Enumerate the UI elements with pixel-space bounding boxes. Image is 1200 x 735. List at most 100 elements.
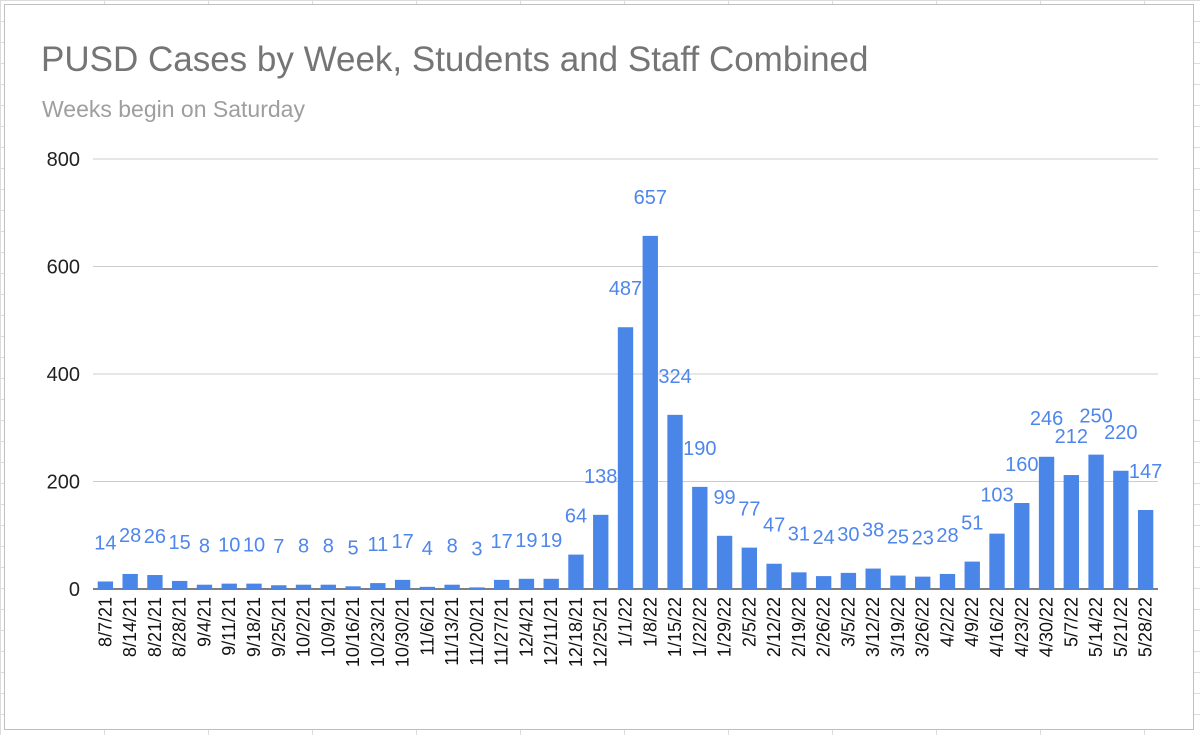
bar bbox=[989, 533, 1005, 589]
x-tick-label: 9/4/21 bbox=[194, 597, 214, 647]
bar bbox=[1038, 456, 1055, 589]
data-label: 23 bbox=[912, 528, 934, 550]
x-tick-label: 5/28/22 bbox=[1136, 597, 1156, 657]
x-tick-label: 8/7/21 bbox=[95, 597, 115, 647]
bar bbox=[593, 514, 609, 589]
bar bbox=[865, 568, 881, 589]
x-tick-label: 12/4/21 bbox=[516, 597, 536, 657]
data-label: 8 bbox=[199, 536, 210, 558]
x-tick-label: 10/23/21 bbox=[368, 597, 388, 667]
y-tick-label: 800 bbox=[47, 149, 80, 171]
x-tick-label: 10/16/21 bbox=[343, 597, 363, 667]
bar bbox=[221, 583, 237, 589]
data-label: 38 bbox=[862, 520, 884, 542]
data-label: 657 bbox=[634, 187, 667, 209]
data-label: 28 bbox=[119, 525, 141, 547]
data-label: 15 bbox=[169, 532, 191, 554]
x-tick-label: 1/1/22 bbox=[616, 597, 636, 647]
x-tick-label: 11/13/21 bbox=[442, 597, 462, 666]
data-label: 246 bbox=[1030, 408, 1063, 430]
bars bbox=[97, 235, 1154, 590]
x-tick-label: 3/5/22 bbox=[838, 597, 858, 647]
data-label: 30 bbox=[837, 524, 859, 546]
data-label: 3 bbox=[471, 538, 482, 560]
x-tick-label: 2/19/22 bbox=[789, 597, 809, 657]
data-label: 17 bbox=[491, 531, 513, 553]
x-tick-label: 11/20/21 bbox=[467, 597, 487, 666]
bar bbox=[97, 581, 114, 589]
y-tick-label: 0 bbox=[69, 579, 80, 601]
x-tick-label: 4/2/22 bbox=[937, 597, 957, 647]
data-label: 10 bbox=[243, 535, 265, 557]
x-tick-label: 5/21/22 bbox=[1111, 597, 1131, 657]
bar bbox=[419, 586, 436, 589]
x-tick-label: 12/18/21 bbox=[566, 597, 586, 667]
bar bbox=[444, 584, 460, 589]
x-tick-label: 10/2/21 bbox=[294, 597, 314, 657]
data-labels: 14 28 26 15 8 10 10 7 8 8 5 11 17 4 8 3 17 19 196413848765… bbox=[94, 187, 1162, 561]
x-tick-label: 1/15/22 bbox=[665, 597, 685, 657]
chart-subtitle: Weeks begin on Saturday bbox=[42, 96, 305, 122]
data-label: 19 bbox=[540, 530, 562, 552]
x-tick-label: 3/19/22 bbox=[888, 597, 908, 657]
y-tick-label: 200 bbox=[47, 472, 80, 494]
bar bbox=[172, 580, 188, 589]
data-label: 47 bbox=[763, 515, 785, 537]
data-label: 17 bbox=[391, 531, 413, 553]
bar bbox=[543, 578, 559, 589]
x-tick-label: 5/7/22 bbox=[1061, 597, 1081, 647]
x-tick-label: 4/9/22 bbox=[962, 597, 982, 647]
bar bbox=[271, 585, 287, 589]
bar bbox=[840, 572, 857, 589]
bar bbox=[394, 579, 411, 589]
data-label: 160 bbox=[1005, 454, 1038, 476]
bar bbox=[1014, 503, 1030, 589]
bar bbox=[246, 583, 262, 589]
data-label: 14 bbox=[94, 532, 116, 554]
data-label: 19 bbox=[515, 530, 537, 552]
bar bbox=[642, 235, 658, 590]
bar bbox=[295, 584, 312, 589]
y-tick-label: 600 bbox=[47, 257, 80, 279]
bar bbox=[617, 327, 634, 589]
x-tick-label: 9/11/21 bbox=[219, 597, 239, 656]
data-label: 77 bbox=[738, 499, 760, 521]
x-tick-label: 8/28/21 bbox=[170, 597, 190, 657]
bar bbox=[345, 586, 361, 589]
bar bbox=[196, 584, 213, 589]
x-tick-label: 2/26/22 bbox=[814, 597, 834, 657]
x-tick-label: 9/25/21 bbox=[269, 597, 289, 657]
data-label: 24 bbox=[813, 527, 835, 549]
x-tick-label: 2/5/22 bbox=[739, 597, 759, 647]
bar bbox=[964, 561, 980, 589]
bar bbox=[493, 579, 510, 589]
x-tick-label: 9/18/21 bbox=[244, 597, 264, 657]
x-tick-label: 1/29/22 bbox=[715, 597, 735, 657]
data-label: 250 bbox=[1079, 406, 1112, 428]
bar bbox=[1137, 509, 1154, 589]
bar bbox=[667, 414, 683, 589]
data-label: 51 bbox=[961, 513, 983, 535]
x-axis-ticks: 8/7/21 8/14/21 8/21/21 8/28/21 9/4/21 9/11/21… bbox=[95, 597, 1155, 667]
data-label: 8 bbox=[323, 536, 334, 558]
bar bbox=[1063, 475, 1079, 589]
bar bbox=[890, 575, 906, 589]
x-tick-label: 4/30/22 bbox=[1037, 597, 1057, 657]
bar bbox=[469, 587, 485, 589]
bar bbox=[766, 563, 782, 589]
x-tick-label: 10/9/21 bbox=[318, 597, 338, 657]
bar bbox=[741, 547, 758, 589]
data-label: 190 bbox=[683, 438, 716, 460]
bar bbox=[568, 554, 584, 589]
bar bbox=[915, 576, 931, 589]
data-label: 103 bbox=[980, 485, 1013, 507]
data-label: 28 bbox=[936, 525, 958, 547]
data-label: 4 bbox=[422, 538, 433, 560]
chart-card[interactable] bbox=[4, 4, 1194, 730]
x-tick-label: 10/30/21 bbox=[393, 597, 413, 667]
data-label: 8 bbox=[447, 536, 458, 558]
data-label: 26 bbox=[144, 526, 166, 548]
bar bbox=[370, 583, 386, 589]
data-label: 220 bbox=[1104, 422, 1137, 444]
